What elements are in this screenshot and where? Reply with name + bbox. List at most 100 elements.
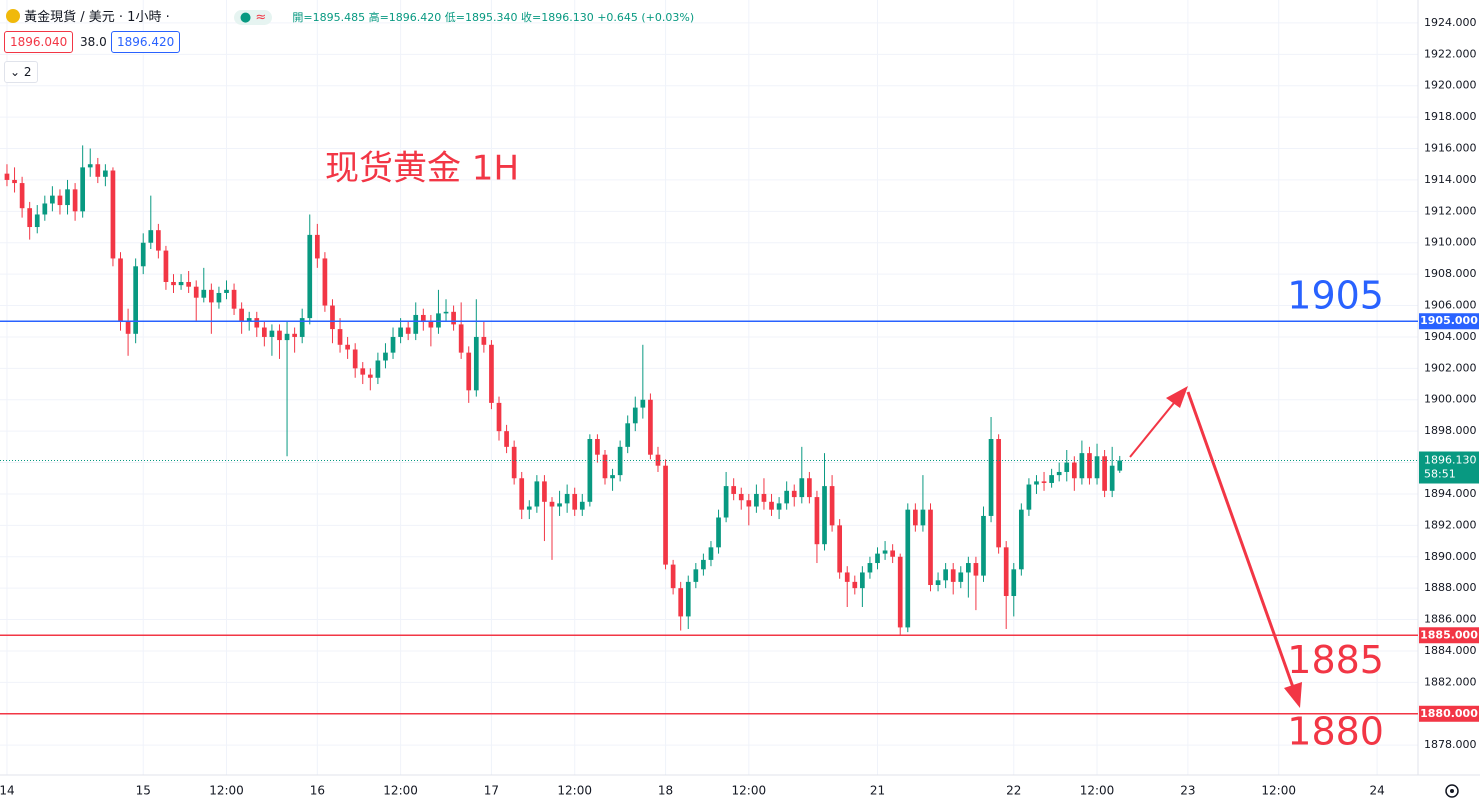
y-tick-label: 1908.000 <box>1424 267 1477 280</box>
candle-body <box>277 330 282 341</box>
candle-body <box>110 170 116 259</box>
candle-body <box>57 195 63 206</box>
x-tick-label: 14 <box>0 784 15 798</box>
candle-body <box>602 454 608 479</box>
candle-body <box>201 289 207 298</box>
y-tick-label: 1892.000 <box>1424 518 1477 531</box>
candle-body <box>988 438 994 516</box>
level-badge-label: 1885.000 <box>1420 628 1478 641</box>
y-tick-label: 1890.000 <box>1424 550 1477 563</box>
ohlc: 開=1895.485 高=1896.420 低=1895.340 收=1896.… <box>292 11 695 24</box>
candle-body <box>913 509 918 526</box>
candle-body <box>549 501 555 507</box>
level-annotation: 1885 <box>1287 638 1384 682</box>
candle-body <box>87 164 93 168</box>
candle-body <box>50 195 55 204</box>
last-price-label: 1896.130 <box>1424 454 1477 467</box>
candle-body <box>526 506 532 510</box>
status-badge[interactable]: ● ≈ <box>233 10 273 25</box>
x-tick-label: 12:00 <box>209 784 244 798</box>
candle-body <box>860 572 865 589</box>
candle-body <box>587 438 593 502</box>
candle-body <box>905 509 911 628</box>
candle-body <box>156 230 161 251</box>
candle-body <box>103 170 108 177</box>
candle-body <box>670 564 676 589</box>
bid-box[interactable]: 1896.040 <box>4 31 74 53</box>
candle-body <box>254 318 260 328</box>
candle-body <box>473 336 479 391</box>
chart-title: 现货黄金 1H <box>325 149 519 189</box>
candle-body <box>330 305 335 330</box>
level-badge <box>1419 705 1479 722</box>
grid <box>0 0 1418 775</box>
candle-body <box>27 208 33 228</box>
ask-box[interactable]: 1896.420 <box>111 31 181 53</box>
candle-body <box>996 438 1001 548</box>
candle-body <box>19 183 25 209</box>
candle-body <box>943 569 948 581</box>
candle-body <box>284 333 290 341</box>
x-tick-label: 12:00 <box>557 784 592 798</box>
candle-body <box>1071 462 1077 479</box>
y-tick-label: 1910.000 <box>1424 236 1477 249</box>
candle-body <box>1056 471 1062 476</box>
candle-body <box>738 493 744 501</box>
candle-body <box>95 164 101 177</box>
candle-body <box>398 327 403 337</box>
candle-body <box>1094 456 1100 479</box>
candle-body <box>648 399 653 455</box>
candle-body <box>1117 460 1123 471</box>
y-tick-label: 1912.000 <box>1424 204 1477 217</box>
candle-body <box>595 438 600 455</box>
y-tick-label: 1902.000 <box>1424 361 1477 374</box>
candle-body <box>171 281 176 286</box>
candle-body <box>489 344 494 403</box>
candle-body <box>496 402 502 432</box>
candle-body <box>216 292 222 303</box>
candle-body <box>375 360 381 378</box>
candle-body <box>148 230 154 243</box>
candle-body <box>981 515 986 576</box>
candle-body <box>844 572 850 582</box>
candle-body <box>564 493 570 504</box>
candle-body <box>261 327 267 337</box>
candle-body <box>125 321 131 334</box>
candle-body <box>140 242 146 267</box>
candle-body <box>42 203 48 215</box>
candle-body <box>935 580 941 586</box>
candle-body <box>776 503 782 510</box>
y-tick-label: 1886.000 <box>1424 613 1477 626</box>
candle-body <box>746 500 752 507</box>
candle-body <box>383 352 388 361</box>
candle-body <box>1026 484 1032 510</box>
candle-body <box>451 311 456 325</box>
y-tick-label: 1888.000 <box>1424 581 1477 594</box>
candle-body <box>72 189 78 212</box>
candle-body <box>693 569 699 582</box>
candle-body <box>133 266 138 334</box>
candle-body <box>716 517 721 548</box>
x-tick-label: 15 <box>136 784 151 798</box>
y-tick-label: 1882.000 <box>1424 675 1477 688</box>
settings-icon[interactable] <box>1445 784 1459 798</box>
candle-body <box>572 493 578 510</box>
candle-body <box>118 258 123 322</box>
candle-body <box>973 563 979 576</box>
symbol-line: 黃金現貨 / 美元 · 1小時 · ● ≈ 開=1895.485 高=1896.… <box>6 6 694 25</box>
candle-body <box>519 478 525 510</box>
candle-body <box>458 324 464 353</box>
indicators-toggle[interactable]: ⌄ 2 <box>4 61 38 83</box>
y-tick-label: 1884.000 <box>1424 644 1477 657</box>
candle-body <box>443 311 449 314</box>
candle-body <box>867 563 873 573</box>
x-tick-label: 24 <box>1369 784 1384 798</box>
candle-body <box>837 525 843 573</box>
candle-body <box>405 327 411 334</box>
candle-body <box>352 349 358 369</box>
candle-body <box>34 214 40 228</box>
x-tick-label: 17 <box>484 784 499 798</box>
x-tick-label: 23 <box>1180 784 1195 798</box>
